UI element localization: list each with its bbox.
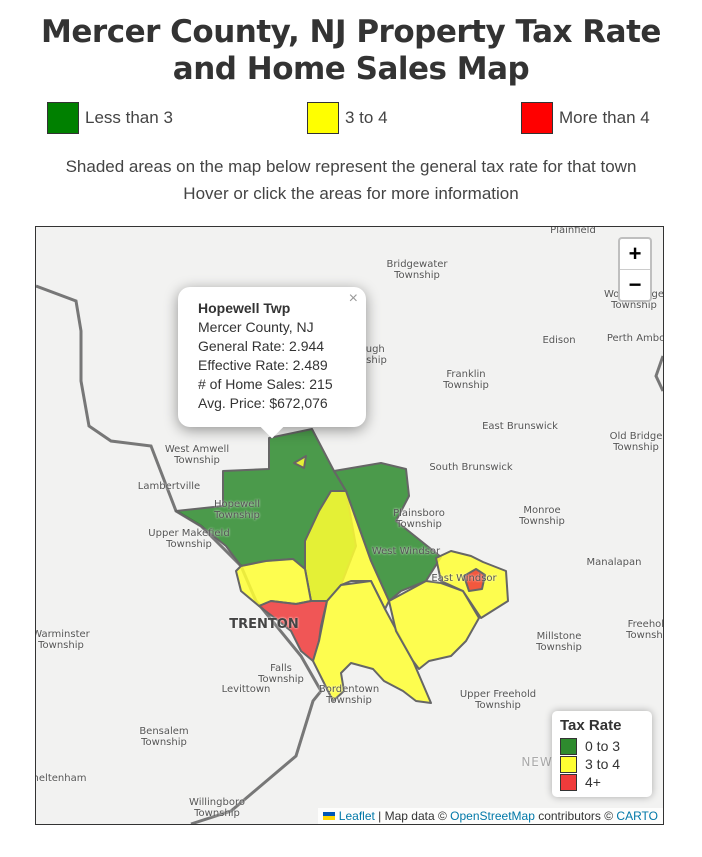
instructions: Hover or click the areas for more inform… [183, 184, 519, 203]
place-label: Bridgewater Township [386, 259, 448, 281]
region-pennington[interactable] [293, 455, 307, 469]
info-popup: × Hopewell Twp Mercer County, NJ General… [178, 287, 366, 439]
place-label: Bordentown Township [318, 684, 380, 706]
place-label: Falls Township [258, 663, 304, 685]
legend-item: 0 to 3 [560, 737, 644, 755]
place-label: Millstone Township [536, 631, 582, 653]
legend-label: 3 to 4 [585, 756, 621, 772]
map[interactable]: Plainfield Bridgewater Township Edison Perth… [35, 226, 664, 825]
key-3-to-4: 3 to 4 [307, 102, 388, 134]
place-label: Willingboro Township [189, 797, 245, 819]
place-label: Upper Freehold Township [459, 689, 537, 711]
place-label: Monroe Township [519, 505, 565, 527]
place-label: East Brunswick [482, 421, 558, 432]
popup-title: Hopewell Twp [198, 300, 291, 316]
legend-item: 3 to 4 [560, 755, 644, 773]
page-title: Mercer County, NJ Property Tax Rate and … [41, 14, 661, 87]
key-more-than-4: More than 4 [521, 102, 650, 134]
popup-county: Mercer County, NJ [198, 319, 314, 335]
region-hightstown[interactable] [463, 568, 486, 592]
carto-link[interactable]: CARTO [616, 809, 658, 823]
place-label: Plainfield [550, 226, 596, 236]
yellow-swatch [307, 102, 339, 134]
place-label: Upper Makefield Township [148, 528, 230, 550]
legend-label: 4+ [585, 774, 601, 790]
zoom-in-button[interactable]: + [628, 241, 642, 266]
place-label: Warminster Township [35, 629, 90, 651]
region-ewing[interactable] [235, 558, 312, 607]
place-label: West Windsor [371, 546, 441, 557]
place-label: Levittown [221, 684, 271, 695]
legend-title: Tax Rate [560, 717, 622, 734]
place-label: Old Bridge Township [609, 431, 663, 453]
river-border [654, 355, 663, 392]
attribution: Leaflet | Map data © OpenStreetMap contr… [318, 808, 663, 824]
legend-item: 4+ [560, 773, 644, 791]
place-label: Plainsboro Township [393, 508, 445, 530]
attribution-text: contributors © [534, 809, 617, 823]
red-swatch [521, 102, 553, 134]
subtitle: Shaded areas on the map below represent … [65, 157, 637, 176]
place-label: Perth Amboy [606, 333, 663, 344]
legend-swatch [560, 773, 577, 791]
place-label: East Windsor [431, 573, 497, 584]
place-label: Edison [542, 335, 576, 346]
legend-swatch [560, 737, 577, 755]
map-layer [36, 284, 663, 824]
region-hamilton[interactable] [312, 580, 432, 704]
ukraine-flag-icon [323, 812, 336, 820]
popup-effective-rate: Effective Rate: 2.489 [198, 357, 328, 373]
popup-general-rate: General Rate: 2.944 [198, 338, 325, 354]
zoom-out-button[interactable]: − [620, 269, 650, 300]
popup-home-sales: # of Home Sales: 215 [198, 376, 333, 392]
place-label: Bensalem Township [139, 726, 189, 748]
place-label: Manalapan [586, 557, 642, 568]
place-label: Hopewell Township [213, 499, 261, 521]
place-label: Lambertville [137, 481, 201, 492]
place-label: Franklin Township [443, 369, 489, 391]
place-label: Cheltenham [36, 773, 87, 784]
popup-avg-price: Avg. Price: $672,076 [198, 395, 328, 411]
key-label: 3 to 4 [345, 108, 388, 127]
place-label: TRENTON [229, 617, 299, 632]
green-swatch [47, 102, 79, 134]
map-legend: Tax Rate 0 to 3 3 to 4 4+ [552, 711, 652, 797]
leaflet-link[interactable]: Leaflet [338, 809, 375, 823]
place-label: South Brunswick [429, 462, 513, 473]
close-icon[interactable]: × [348, 290, 358, 307]
key-label: More than 4 [559, 108, 650, 127]
zoom-control: + − [618, 237, 652, 302]
key-less-than-3: Less than 3 [47, 102, 173, 134]
attribution-text: | Map data © [374, 809, 451, 823]
region-lawrence[interactable] [304, 490, 390, 610]
region-robbinsville[interactable] [388, 580, 480, 670]
legend-label: 0 to 3 [585, 738, 621, 754]
osm-link[interactable]: OpenStreetMap [450, 809, 535, 823]
place-label: West Amwell Township [164, 444, 230, 466]
key-label: Less than 3 [85, 108, 173, 127]
legend-swatch [560, 755, 577, 773]
